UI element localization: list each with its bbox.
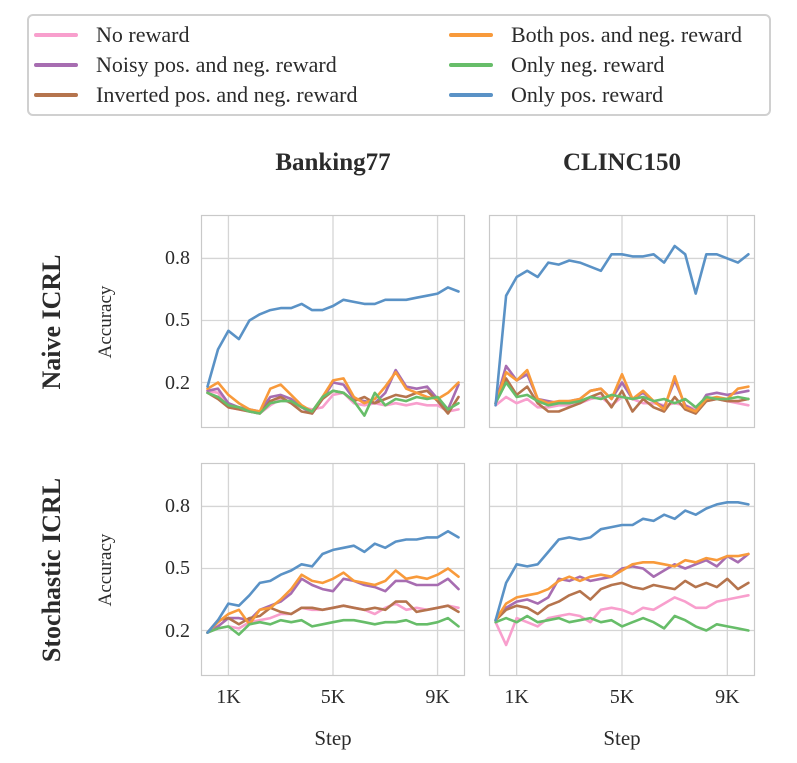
y-tick-label: 0.5 [165, 557, 190, 580]
legend-item-both-pos-and-neg-reward: Both pos. and neg. reward [444, 24, 769, 46]
y-axis-label-bottom: Accuracy [95, 533, 116, 607]
series-line-only-neg-reward [494, 614, 750, 632]
row-title-stochastic-icrl: Stochastic ICRL [37, 477, 66, 663]
series-line-only-neg-reward [206, 616, 460, 636]
series-line-both-pos-and-neg-reward [494, 368, 750, 413]
plot-naive-icrl-banking77 [200, 214, 466, 429]
series-line-both-pos-and-neg-reward [494, 552, 750, 622]
x-tick-label: 9K [425, 686, 450, 708]
series-line-both-pos-and-neg-reward [206, 370, 460, 413]
series-line-inverted-pos-and-neg-reward [494, 377, 750, 415]
y-tick-label: 0.2 [165, 619, 190, 642]
x-tick-label: 1K [504, 686, 529, 708]
plot-stochastic-icrl-banking77 [200, 462, 466, 677]
legend-item-only-pos-reward: Only pos. reward [444, 84, 769, 106]
legend-label: Only pos. reward [511, 82, 664, 107]
series-line-only-pos-reward [206, 529, 460, 634]
legend-swatch-no-reward [34, 33, 78, 37]
legend-item-noisy-pos-and-neg-reward: Noisy pos. and neg. reward [29, 54, 444, 76]
series-line-only-neg-reward [206, 389, 460, 417]
series-line-only-pos-reward [206, 286, 460, 388]
column-title-banking77: Banking77 [275, 149, 391, 176]
series-line-inverted-pos-and-neg-reward [494, 577, 750, 622]
series-line-inverted-pos-and-neg-reward [206, 600, 460, 634]
plot-border [200, 462, 466, 677]
x-tick-label: 5K [609, 686, 635, 708]
legend-label: No reward [96, 22, 190, 47]
legend: No reward Noisy pos. and neg. reward Inver… [27, 14, 771, 116]
x-tick-label: 5K [320, 686, 346, 708]
series-line-only-pos-reward [494, 244, 750, 407]
series-line-only-pos-reward [494, 500, 750, 622]
legend-label: Both pos. and neg. reward [511, 22, 742, 47]
legend-label: Noisy pos. and neg. reward [96, 52, 337, 77]
plot-border [488, 214, 756, 429]
y-tick-label: 0.8 [165, 247, 190, 270]
series-line-noisy-pos-and-neg-reward [494, 552, 750, 622]
legend-item-only-neg-reward: Only neg. reward [444, 54, 769, 76]
legend-label: Only neg. reward [511, 52, 665, 77]
series-line-noisy-pos-and-neg-reward [206, 577, 460, 634]
legend-label: Inverted pos. and neg. reward [96, 82, 358, 107]
x-tick-label: 1K [216, 686, 241, 708]
series-line-only-neg-reward [494, 381, 750, 409]
legend-swatch-only-neg-reward [449, 63, 493, 67]
plot-border [488, 462, 756, 677]
y-tick-label: 0.2 [165, 371, 190, 394]
plot-stochastic-icrl-clinc150 [488, 462, 756, 677]
y-tick-label: 0.5 [165, 309, 190, 332]
x-axis-label-right: Step [603, 726, 641, 750]
legend-swatch-noisy-pos-and-neg-reward [34, 63, 78, 67]
column-title-clinc150: CLINC150 [562, 149, 682, 176]
legend-swatch-both-pos-and-neg-reward [449, 33, 493, 37]
legend-swatch-only-pos-reward [449, 93, 493, 97]
plot-border [200, 214, 466, 429]
legend-item-no-reward: No reward [29, 24, 444, 46]
legend-item-inverted-pos-and-neg-reward: Inverted pos. and neg. reward [29, 84, 444, 106]
y-tick-label: 0.8 [165, 495, 190, 518]
legend-swatch-inverted-pos-and-neg-reward [34, 93, 78, 97]
row-title-naive-icrl: Naive ICRL [37, 254, 66, 390]
series-line-no-reward [494, 594, 750, 647]
x-tick-label: 9K [715, 686, 740, 708]
x-axis-label-left: Step [314, 726, 352, 750]
plot-naive-icrl-clinc150 [488, 214, 756, 429]
y-axis-label-top: Accuracy [95, 285, 116, 359]
